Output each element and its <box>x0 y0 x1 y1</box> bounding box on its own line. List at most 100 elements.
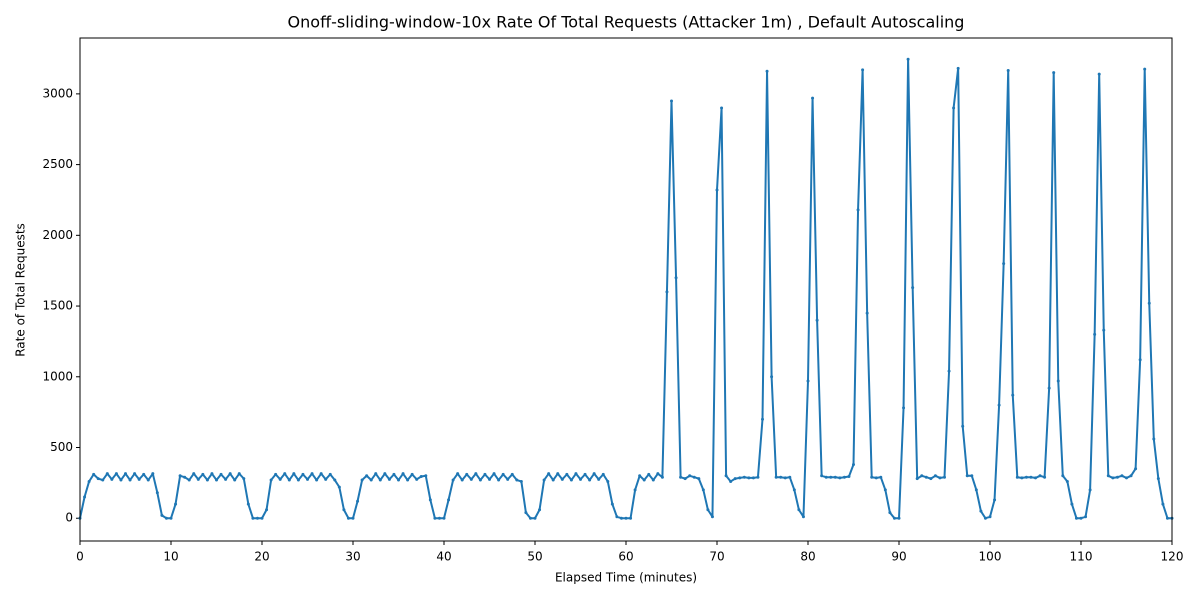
data-point <box>92 472 96 476</box>
data-point <box>801 515 805 519</box>
data-point <box>1020 476 1024 480</box>
data-point <box>392 472 396 476</box>
y-axis-label: Rate of Total Requests <box>14 223 28 357</box>
data-point <box>883 488 887 492</box>
data-point <box>1134 467 1138 471</box>
data-point <box>842 475 846 479</box>
data-point <box>515 478 519 482</box>
data-point <box>647 472 651 476</box>
data-point <box>906 57 910 61</box>
data-point <box>956 66 960 70</box>
data-point <box>1115 475 1119 479</box>
data-point <box>947 369 951 373</box>
data-point <box>387 477 391 481</box>
data-point <box>155 491 159 495</box>
data-point <box>938 476 942 480</box>
x-tick-label: 110 <box>1070 550 1093 564</box>
data-point <box>224 477 228 481</box>
data-point <box>315 478 319 482</box>
data-point <box>501 472 505 476</box>
data-point <box>710 515 714 519</box>
data-point <box>902 406 906 410</box>
x-tick-label: 10 <box>163 550 178 564</box>
data-point <box>624 516 628 520</box>
data-point <box>670 99 673 103</box>
data-point <box>638 474 642 478</box>
data-point <box>574 472 578 476</box>
data-point <box>1156 477 1160 481</box>
x-tick-label: 0 <box>76 550 84 564</box>
data-point <box>569 478 573 482</box>
y-tick-label: 1000 <box>42 369 73 383</box>
data-point <box>965 474 969 478</box>
data-point <box>974 488 978 492</box>
data-point <box>915 477 919 481</box>
data-point <box>378 478 382 482</box>
data-point <box>988 515 992 519</box>
data-point <box>556 472 560 476</box>
x-tick-label: 80 <box>800 550 815 564</box>
data-point <box>1011 393 1015 397</box>
data-point <box>1061 474 1065 478</box>
data-point <box>114 472 118 476</box>
data-point <box>187 478 191 482</box>
data-point <box>697 477 701 481</box>
x-tick-label: 120 <box>1161 550 1184 564</box>
data-point <box>738 476 742 480</box>
data-point <box>706 508 710 512</box>
data-point <box>1093 332 1097 336</box>
data-point <box>110 477 114 481</box>
data-point <box>538 508 542 512</box>
data-point <box>133 472 137 476</box>
data-point <box>601 472 605 476</box>
data-point <box>701 488 705 492</box>
y-tick-label: 3000 <box>42 86 73 100</box>
data-point <box>838 476 842 480</box>
data-point <box>861 68 865 72</box>
data-point <box>983 516 987 520</box>
x-tick-label: 90 <box>891 550 906 564</box>
data-point <box>528 516 532 520</box>
data-point <box>124 472 127 476</box>
data-point <box>892 516 896 520</box>
data-point <box>433 516 437 520</box>
y-tick-label: 1500 <box>42 299 73 313</box>
data-point <box>542 478 546 482</box>
data-point <box>442 516 446 520</box>
data-point <box>265 508 269 512</box>
data-point <box>83 495 87 499</box>
data-point <box>233 478 237 482</box>
data-point <box>451 478 455 482</box>
data-point <box>506 477 510 481</box>
data-point <box>296 478 300 482</box>
data-point <box>128 478 132 482</box>
data-point <box>397 478 400 482</box>
data-point <box>824 475 828 479</box>
data-point <box>1102 328 1106 332</box>
data-point <box>597 477 601 481</box>
data-point <box>328 472 332 476</box>
data-point <box>105 472 109 476</box>
y-tick-label: 2500 <box>42 157 73 171</box>
data-point <box>633 488 637 492</box>
data-point <box>560 477 564 481</box>
data-point <box>1079 516 1083 520</box>
data-point <box>374 472 378 476</box>
data-point <box>228 472 232 476</box>
data-point <box>87 479 91 483</box>
data-point <box>383 472 387 476</box>
data-point <box>447 498 451 502</box>
data-point <box>1002 262 1006 266</box>
data-point <box>1088 488 1092 492</box>
data-point <box>1006 69 1010 73</box>
data-point <box>815 318 819 322</box>
data-point <box>888 511 892 515</box>
data-point <box>679 475 683 479</box>
data-point <box>856 208 860 212</box>
data-point <box>437 516 441 520</box>
data-point <box>933 474 937 478</box>
data-point <box>606 479 610 483</box>
data-point <box>924 475 928 479</box>
data-point <box>920 474 924 478</box>
data-point <box>797 508 801 512</box>
